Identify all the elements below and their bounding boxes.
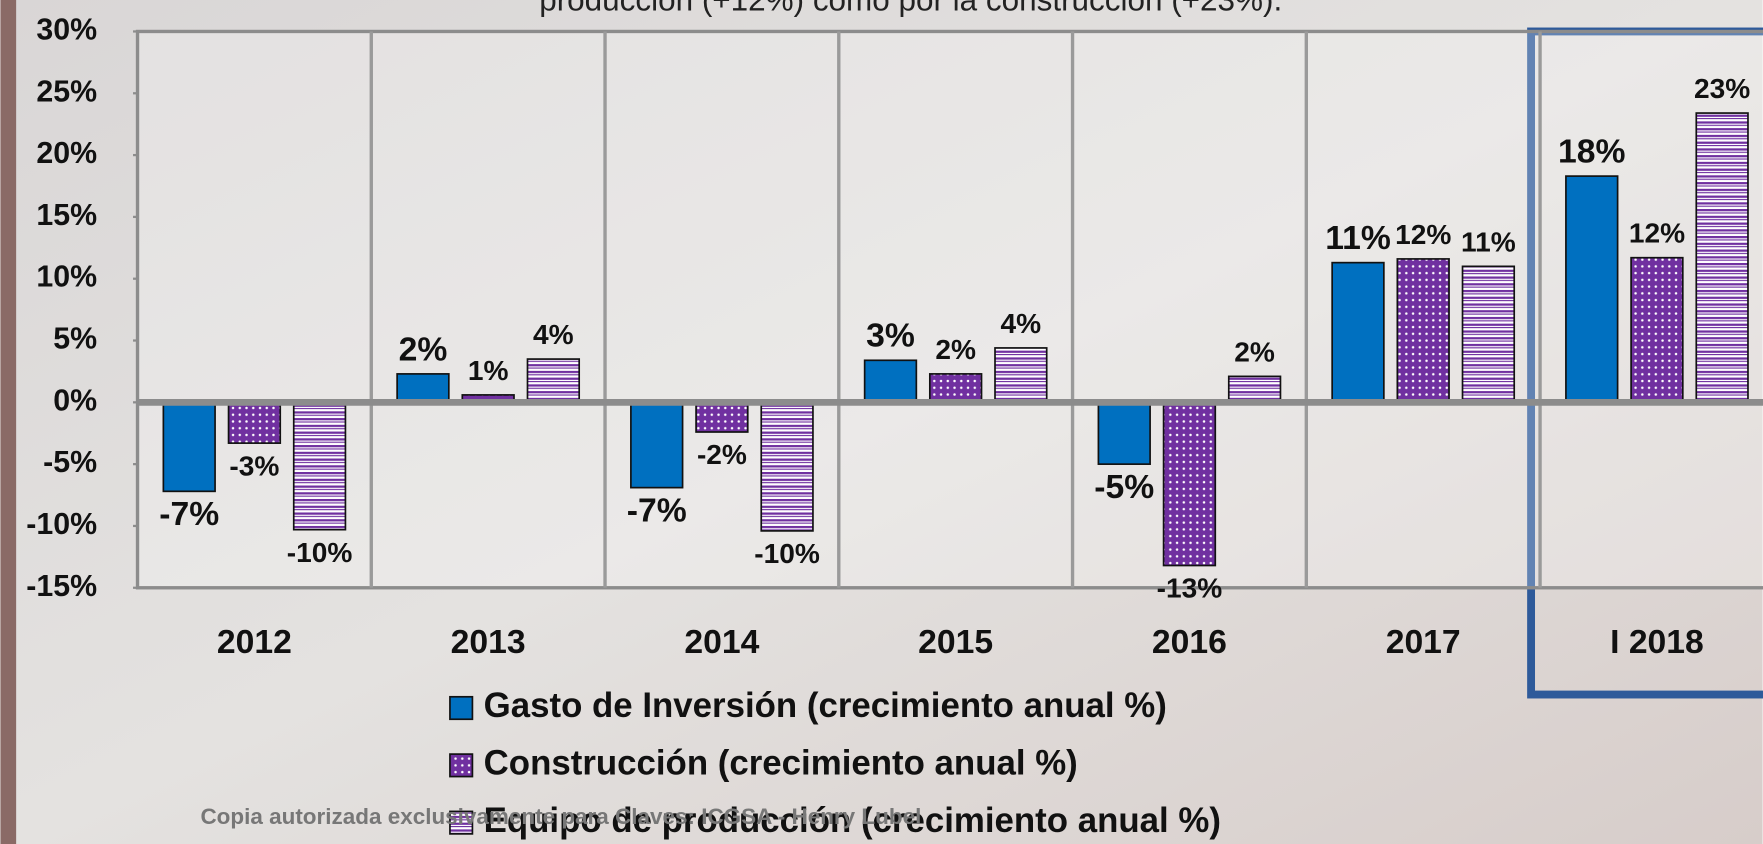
y-tick-label: 0% [53, 384, 97, 417]
y-tick-label: 10% [36, 261, 97, 294]
page: {"chart_data":{"type":"bar", "title":"pr… [0, 0, 1763, 844]
y-tick-label: 5% [53, 323, 97, 356]
legend-swatch [450, 754, 472, 776]
y-tick-label: 15% [36, 199, 97, 232]
value-label: 3% [866, 317, 915, 355]
value-label: 12% [1395, 219, 1451, 250]
x-tick-label: 2012 [217, 623, 292, 661]
bar [1631, 258, 1683, 403]
value-label: 2% [1234, 336, 1275, 367]
bar [1098, 402, 1150, 464]
bar [631, 402, 683, 487]
value-label: 12% [1629, 218, 1685, 249]
bar [696, 402, 748, 432]
y-tick-label: -5% [43, 446, 97, 479]
value-label: -5% [1094, 468, 1154, 506]
bar [527, 359, 579, 402]
bar [865, 360, 917, 402]
bar [995, 348, 1047, 402]
value-label: 2% [935, 334, 976, 365]
bar [1463, 266, 1515, 402]
y-tick-label: 25% [36, 75, 97, 108]
value-label: 18% [1558, 133, 1625, 171]
y-tick-label: 20% [36, 137, 97, 170]
value-label: 11% [1325, 219, 1391, 257]
bar [294, 402, 346, 529]
bar [1229, 376, 1281, 402]
value-label: 11% [1461, 226, 1516, 257]
value-label: -2% [697, 439, 747, 470]
y-tick-label: -10% [26, 508, 97, 541]
bar [930, 374, 982, 402]
x-tick-label: 2014 [684, 623, 759, 661]
value-label: 2% [399, 330, 448, 368]
value-label: 23% [1694, 73, 1750, 104]
bar [1397, 259, 1449, 402]
bar [1164, 402, 1216, 565]
legend-label: Construcción (crecimiento anual %) [484, 744, 1078, 783]
chart: producción (+12%) como por la construcci… [0, 0, 1763, 844]
bar [1566, 176, 1618, 402]
value-label: 4% [533, 319, 574, 350]
x-tick-label: 2016 [1152, 623, 1227, 661]
bar [1332, 263, 1384, 403]
y-tick-label: 30% [36, 13, 97, 46]
bar [761, 402, 813, 531]
bar [163, 402, 215, 491]
value-label: -10% [754, 538, 820, 569]
footer: Copia autorizada exclusivamente para Cla… [200, 804, 921, 829]
value-label: -3% [229, 450, 279, 481]
x-tick-label: 2013 [451, 623, 526, 661]
value-label: -10% [287, 537, 353, 568]
value-label: 1% [468, 355, 509, 386]
x-tick-label: I 2018 [1610, 623, 1704, 661]
x-tick-label: 2017 [1386, 623, 1461, 661]
chart-title: producción (+12%) como por la construcci… [539, 0, 1282, 18]
plot-frame [138, 31, 1763, 587]
left-edge [0, 0, 16, 844]
y-tick-label: -15% [26, 570, 97, 603]
value-label: -7% [627, 491, 687, 529]
value-label: -7% [159, 495, 219, 533]
value-label: 4% [1001, 308, 1042, 339]
bar [229, 402, 281, 443]
legend-label: Gasto de Inversión (crecimiento anual %) [484, 686, 1167, 725]
x-tick-label: 2015 [918, 623, 993, 661]
legend-swatch [450, 697, 472, 719]
bar [1696, 113, 1748, 402]
bar [397, 374, 449, 402]
value-label: -13% [1157, 573, 1223, 604]
